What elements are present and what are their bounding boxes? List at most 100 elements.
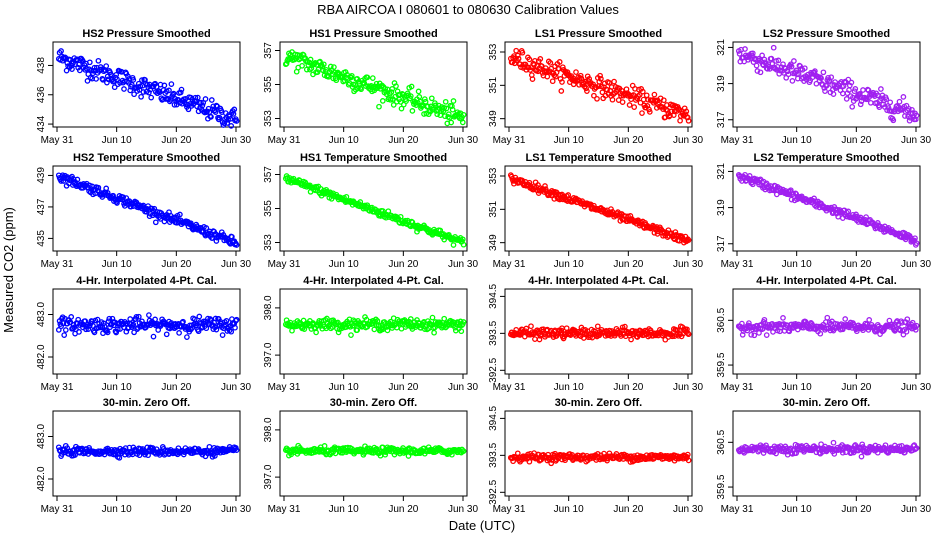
data-point [407, 316, 414, 322]
data-point [573, 69, 579, 75]
panel-5: HS2 Temperature Smoothed 435 437 439 May 31 J… [36, 152, 251, 270]
data-point [460, 111, 467, 118]
data-point [130, 77, 137, 83]
panel-15: 30-min. Zero Off. 392.5 393.5 394.5 May 31 Ju… [488, 397, 703, 515]
data-point [820, 69, 827, 76]
x-tick-label: Jun 20 [613, 135, 643, 146]
panel-12: 4-Hr. Interpolated 4-Pt. Cal. 359.5 360.5 M… [716, 275, 931, 393]
data-point [231, 106, 238, 113]
y-tick-label: 393.5 [488, 320, 499, 345]
data-point [103, 63, 110, 69]
data-point [793, 450, 800, 456]
data-point [397, 91, 403, 98]
data-point [845, 76, 852, 83]
data-point [228, 123, 235, 129]
data-point [185, 106, 192, 113]
x-tick-label: May 31 [268, 259, 301, 270]
data-point [848, 79, 855, 86]
data-point [166, 87, 172, 94]
data-point [110, 78, 116, 85]
data-point [853, 328, 860, 335]
data-point [61, 332, 68, 338]
data-point [626, 102, 633, 108]
data-point [106, 315, 113, 322]
x-tick-label: Jun 10 [554, 135, 584, 146]
data-point [151, 205, 158, 212]
x-tick-label: Jun 10 [554, 259, 584, 270]
x-tick-label: May 31 [721, 259, 754, 270]
data-point [885, 105, 892, 111]
data-point [684, 114, 691, 121]
y-tick-label: 351 [488, 201, 499, 218]
y-tick-label: 360.5 [716, 429, 727, 454]
data-point [407, 93, 414, 99]
data-point [72, 452, 78, 458]
data-point [131, 329, 137, 336]
x-tick-label: Jun 10 [782, 504, 812, 515]
panel-3: LS1 Pressure Smoothed 349 351 353 May 31 Jun … [488, 28, 703, 146]
x-tick-label: Jun 20 [841, 504, 871, 515]
data-point [818, 75, 824, 82]
panel-6: HS1 Temperature Smoothed 353 355 357 May 31 J… [263, 152, 478, 270]
data-point [858, 453, 865, 460]
data-point [831, 204, 838, 210]
x-tick-label: Jun 20 [613, 504, 643, 515]
data-point [111, 84, 118, 91]
data-point [528, 323, 534, 330]
data-point [114, 76, 120, 83]
data-point [62, 55, 69, 62]
y-tick-label: 392.5 [488, 479, 499, 504]
panel-title: HS1 Temperature Smoothed [300, 152, 447, 164]
data-point [354, 327, 361, 333]
data-point [887, 99, 894, 106]
data-point [801, 65, 808, 72]
panel-title: 30-min. Zero Off. [555, 397, 642, 409]
data-point [203, 225, 210, 231]
plot-frame [52, 41, 241, 128]
data-point [449, 106, 456, 113]
data-point [795, 71, 802, 77]
data-point [233, 118, 240, 124]
data-point [448, 119, 455, 126]
x-tick-label: Jun 30 [673, 259, 703, 270]
data-point [450, 242, 457, 248]
data-point [140, 89, 147, 95]
data-point [84, 78, 91, 84]
plot-frame [52, 288, 241, 375]
data-point [116, 454, 123, 461]
plot-frame [732, 288, 921, 375]
data-point [594, 95, 600, 102]
y-tick-label: 398.0 [263, 417, 274, 442]
y-tick-label: 319 [716, 75, 727, 92]
x-tick-label: May 31 [41, 382, 74, 393]
data-point [208, 114, 214, 120]
x-tick-label: Jun 20 [161, 382, 191, 393]
data-point [828, 74, 835, 81]
y-tick-label: 317 [716, 111, 727, 128]
panel-title: LS2 Pressure Smoothed [763, 28, 890, 40]
x-tick-label: May 31 [721, 504, 754, 515]
y-tick-label: 435 [36, 230, 47, 247]
panel-1: HS2 Pressure Smoothed 434 436 438 May 31 Jun … [36, 28, 251, 146]
data-point [213, 238, 220, 244]
data-point [685, 331, 692, 338]
data-point [449, 103, 455, 109]
x-tick-label: Jun 30 [901, 135, 931, 146]
data-point [754, 68, 761, 74]
x-tick-label: Jun 20 [388, 135, 418, 146]
data-point [609, 96, 616, 103]
plot-frame [279, 288, 468, 375]
data-point [744, 327, 751, 334]
data-point [547, 60, 554, 66]
data-point [152, 219, 159, 226]
data-point [759, 52, 765, 59]
data-point [194, 94, 201, 101]
x-axis-label: Date (UTC) [449, 518, 515, 533]
y-tick-label: 357 [263, 42, 274, 59]
data-point [619, 99, 626, 105]
data-point [515, 55, 522, 62]
data-point [91, 64, 98, 71]
plot-frame [504, 41, 693, 128]
data-point [86, 59, 93, 66]
data-point [212, 315, 219, 322]
